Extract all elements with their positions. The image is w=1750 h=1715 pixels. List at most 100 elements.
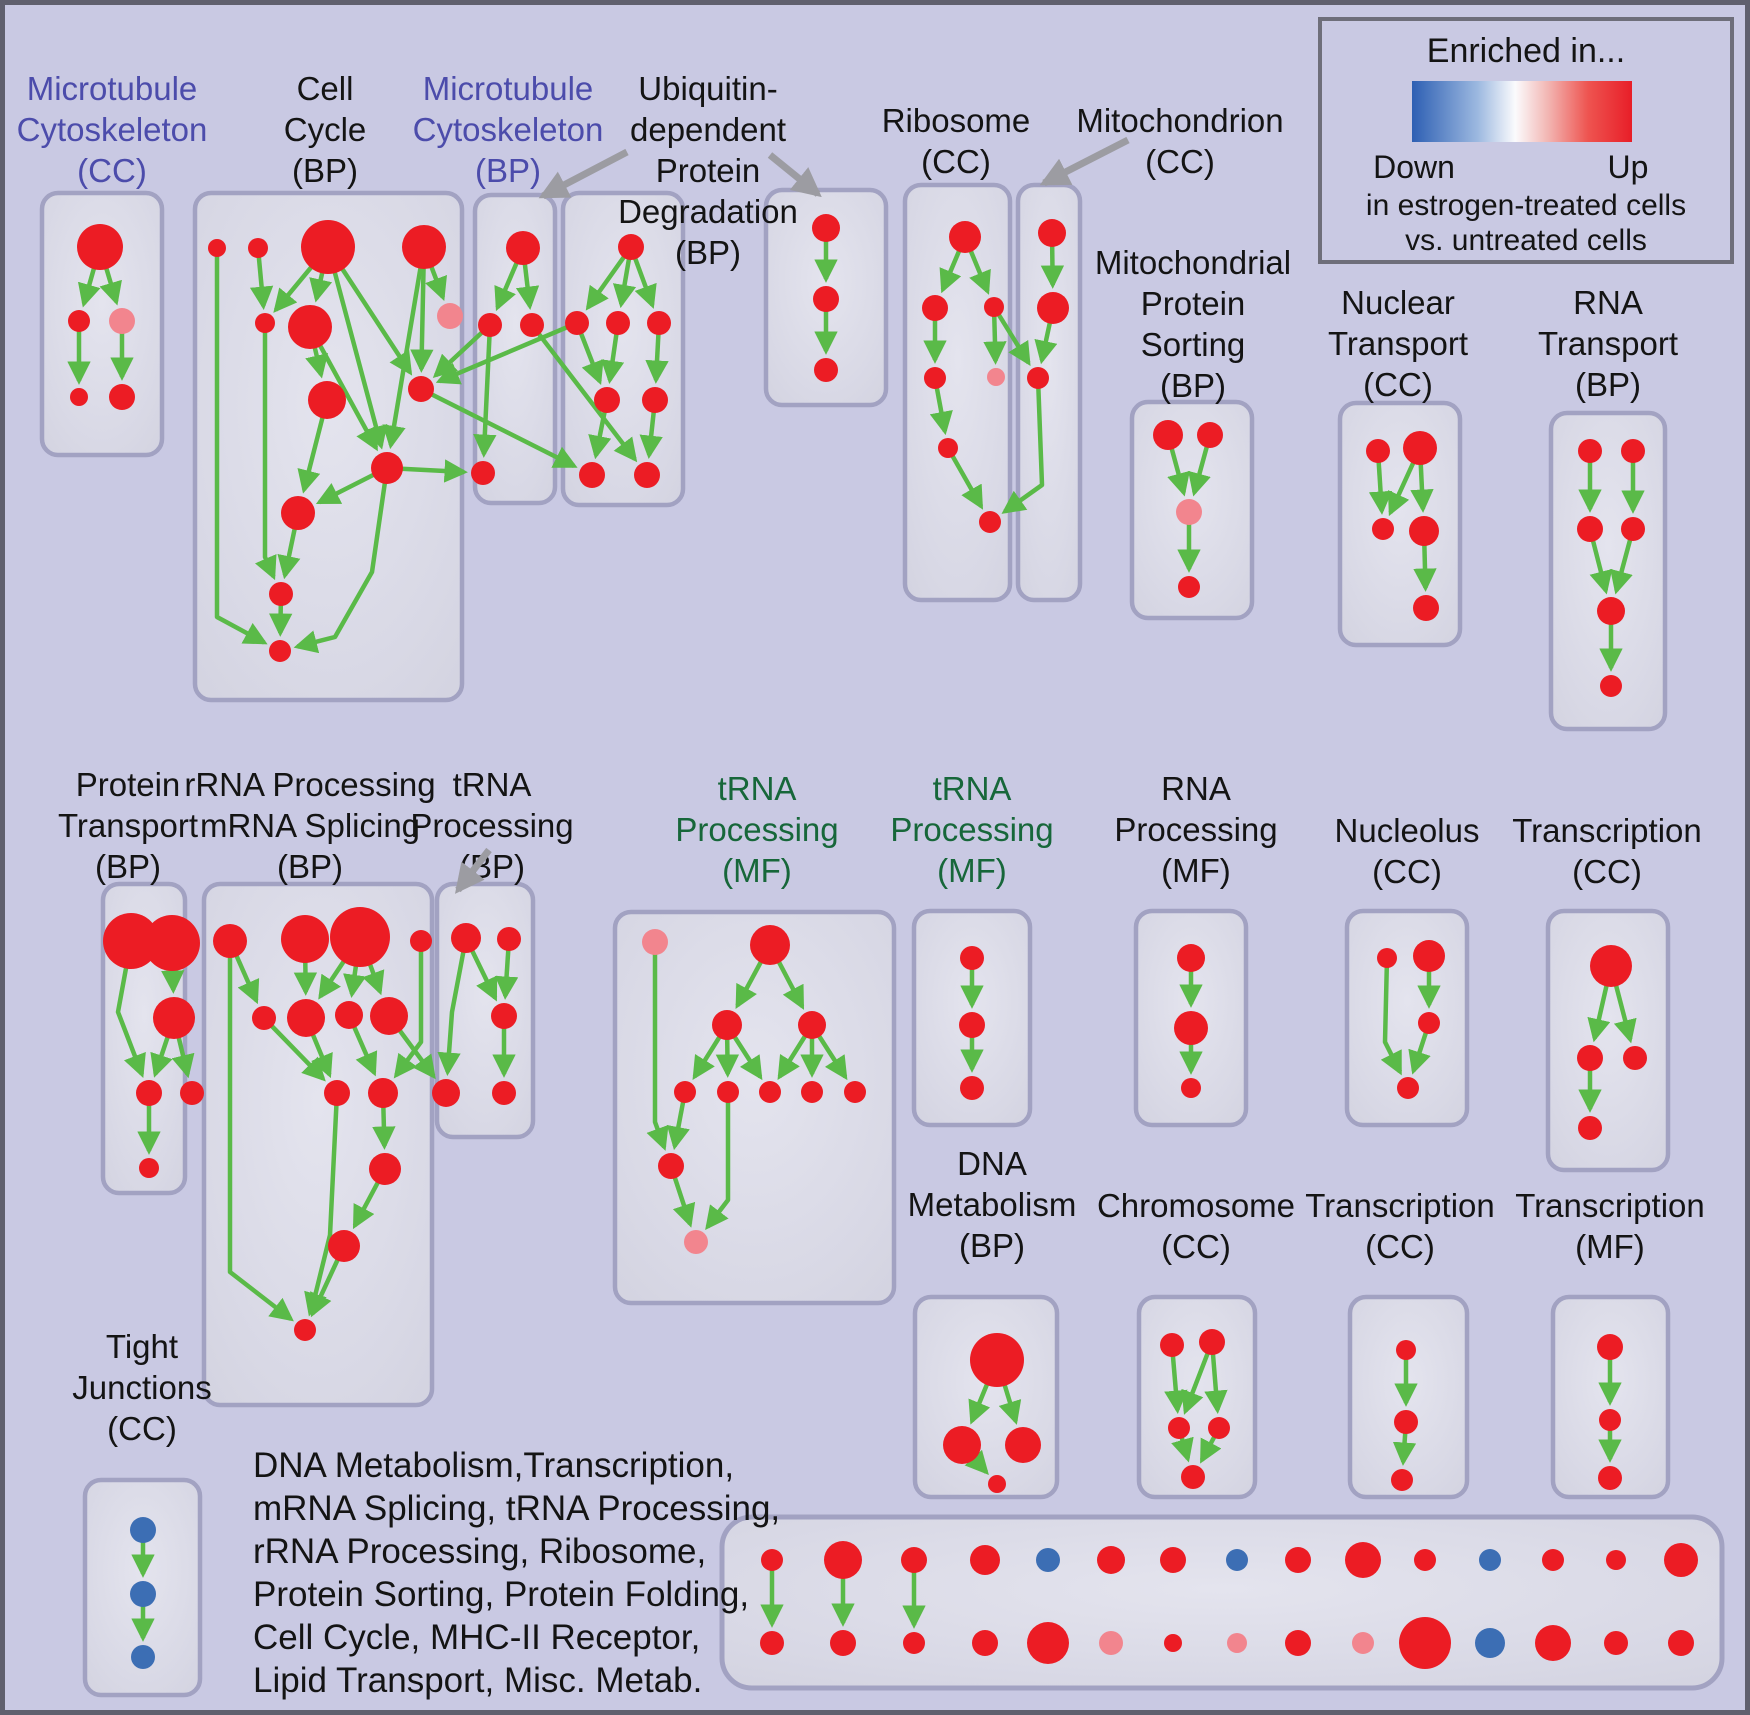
edge bbox=[435, 320, 578, 385]
go-term-node bbox=[1038, 219, 1066, 247]
edge bbox=[1001, 377, 1045, 514]
go-term-node bbox=[642, 387, 668, 413]
go-term-node bbox=[287, 999, 325, 1037]
go-term-node bbox=[1606, 1550, 1626, 1570]
cluster-chromosome bbox=[1160, 1329, 1230, 1489]
go-term-node bbox=[330, 907, 390, 967]
go-term-node bbox=[830, 1630, 856, 1656]
edge bbox=[1380, 957, 1403, 1076]
go-term-node bbox=[1181, 1078, 1201, 1098]
go-term-node bbox=[901, 1547, 927, 1573]
go-term-node bbox=[402, 225, 446, 269]
go-term-node bbox=[712, 1010, 742, 1040]
go-term-node bbox=[1597, 1334, 1623, 1360]
cluster-label-rna-proc-mf: RNA Processing (MF) bbox=[1114, 770, 1277, 889]
go-term-node bbox=[761, 1549, 783, 1571]
edge bbox=[705, 1092, 731, 1231]
nodes-layer bbox=[68, 214, 1698, 1669]
go-term-node bbox=[281, 915, 329, 963]
go-term-node bbox=[960, 1076, 984, 1100]
cluster-label-mitochondrion: Mitochondrion (CC) bbox=[1076, 102, 1283, 180]
legend-subtitle-line2: vs. untreated cells bbox=[1405, 224, 1647, 257]
cluster-protein-transport bbox=[103, 913, 204, 1178]
go-term-node bbox=[1345, 1542, 1381, 1578]
edge bbox=[293, 467, 390, 654]
go-term-node bbox=[717, 1081, 739, 1103]
cluster-cell-cycle bbox=[208, 220, 463, 662]
go-term-node bbox=[634, 462, 660, 488]
edge bbox=[437, 937, 469, 1076]
go-term-node bbox=[109, 308, 135, 334]
go-term-node bbox=[1097, 1546, 1125, 1574]
cluster-label-microtubule-bp: Microtubule Cytoskeleton (BP) bbox=[413, 70, 604, 189]
go-term-node bbox=[1479, 1549, 1501, 1571]
go-term-node bbox=[1414, 1549, 1436, 1571]
legend-title: Enriched in... bbox=[1427, 32, 1625, 70]
label-pointer-arrow-icon bbox=[767, 152, 822, 198]
go-term-node bbox=[208, 239, 226, 257]
go-term-node bbox=[1668, 1630, 1694, 1656]
go-term-node bbox=[1409, 516, 1439, 546]
cluster-rna-transport bbox=[1577, 439, 1645, 697]
go-term-node bbox=[1027, 1622, 1069, 1664]
go-term-node bbox=[1399, 1617, 1451, 1669]
legend-down-label: Down bbox=[1373, 149, 1455, 185]
cluster-label-ribosome: Ribosome (CC) bbox=[882, 102, 1031, 180]
go-term-node bbox=[70, 388, 88, 406]
cluster-nuclear-transport bbox=[1366, 431, 1439, 621]
go-term-node bbox=[618, 234, 644, 260]
go-term-node bbox=[506, 231, 540, 265]
cluster-label-tight-junctions: Tight Junctions (CC) bbox=[72, 1328, 211, 1447]
cluster-label-mito-sorting: Mitochondrial Protein Sorting (BP) bbox=[1095, 244, 1291, 404]
go-term-node bbox=[979, 511, 1001, 533]
cluster-box-dna-metabolism bbox=[912, 1294, 1060, 1500]
edge bbox=[382, 246, 427, 450]
go-term-node bbox=[1036, 1548, 1060, 1572]
cluster-label-protein-transport: Protein Transport (BP) bbox=[58, 766, 198, 885]
edge bbox=[393, 941, 424, 1079]
go-term-node bbox=[335, 1001, 363, 1029]
edge bbox=[304, 1092, 340, 1317]
edge bbox=[992, 305, 1031, 367]
go-term-node bbox=[970, 1545, 1000, 1575]
go-term-node bbox=[642, 929, 668, 955]
go-term-node bbox=[579, 462, 605, 488]
edge bbox=[214, 248, 268, 645]
cluster-box-transcription-cc-bot bbox=[1347, 1294, 1470, 1500]
annotation-arrows-layer bbox=[454, 136, 1130, 894]
cluster-box-mitochondrion bbox=[1015, 182, 1083, 603]
cluster-trna-processing-mf-2 bbox=[959, 946, 985, 1100]
label-pointer-arrow-icon bbox=[1039, 136, 1130, 187]
go-term-node bbox=[565, 311, 589, 335]
go-term-node bbox=[130, 1517, 156, 1543]
go-term-node bbox=[938, 438, 958, 458]
go-term-node bbox=[1168, 1417, 1190, 1439]
go-term-node bbox=[1227, 1633, 1247, 1653]
go-term-node bbox=[1366, 439, 1390, 463]
edge bbox=[946, 446, 984, 510]
go-term-node bbox=[478, 313, 502, 337]
go-term-node bbox=[153, 997, 195, 1039]
go-term-node bbox=[759, 1081, 781, 1103]
legend-box bbox=[1318, 17, 1734, 264]
cluster-dna-metabolism bbox=[943, 1333, 1041, 1493]
cluster-mitochondrion bbox=[1027, 219, 1069, 389]
cluster-ubiquitin-degradation-1 bbox=[565, 234, 671, 488]
go-term-node bbox=[594, 387, 620, 413]
go-term-node bbox=[1391, 1469, 1413, 1491]
go-term-node bbox=[492, 1081, 516, 1105]
go-term-node bbox=[1403, 431, 1437, 465]
go-term-node bbox=[1199, 1329, 1225, 1355]
edge bbox=[227, 941, 294, 1322]
cluster-mito-protein-sorting bbox=[1153, 420, 1223, 598]
go-term-node bbox=[814, 358, 838, 382]
go-term-node bbox=[1621, 439, 1645, 463]
go-term-node bbox=[1604, 1631, 1628, 1655]
go-term-node bbox=[1578, 439, 1602, 463]
cluster-nucleolus bbox=[1377, 940, 1445, 1099]
go-term-node bbox=[1475, 1628, 1505, 1658]
go-term-node bbox=[1164, 1634, 1182, 1652]
cluster-box-nuclear-transport bbox=[1337, 400, 1463, 648]
go-term-node bbox=[1397, 1077, 1419, 1099]
